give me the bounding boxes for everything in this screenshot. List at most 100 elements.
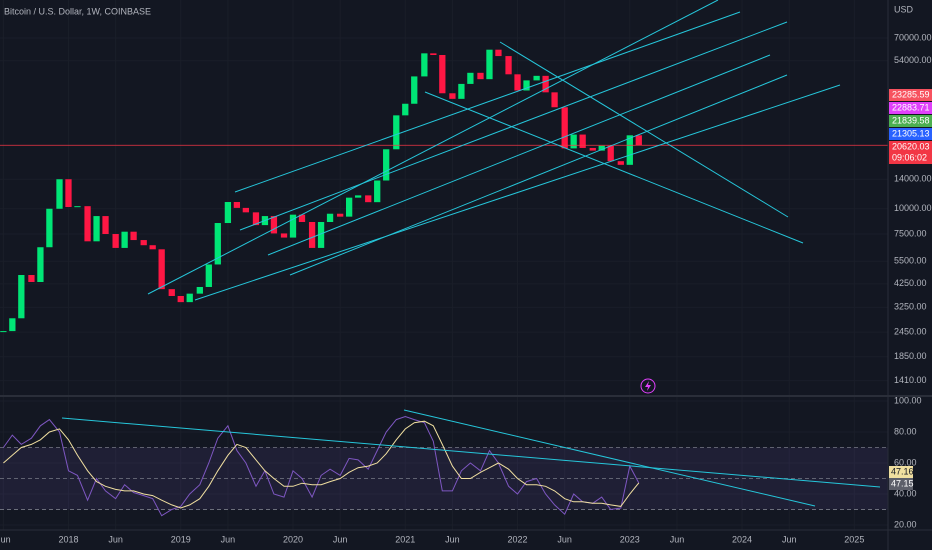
value-tag bbox=[889, 478, 913, 490]
x-tick-label: 2019 bbox=[171, 534, 191, 544]
channel-line bbox=[239, 21, 788, 231]
x-tick-label: 2025 bbox=[844, 534, 864, 544]
candle bbox=[523, 80, 530, 91]
alert-icon[interactable] bbox=[645, 381, 651, 391]
rsi-trend-line bbox=[61, 417, 881, 488]
candle bbox=[270, 216, 278, 234]
x-tick-label: 2020 bbox=[283, 534, 303, 544]
candle bbox=[9, 318, 16, 332]
candle bbox=[551, 92, 558, 108]
chart-title: Bitcoin / U.S. Dollar, 1W, COINBASE bbox=[4, 6, 151, 16]
y-tick-label: 70000.00 bbox=[894, 32, 932, 42]
y-tick-label: 4250.00 bbox=[894, 278, 927, 288]
candle bbox=[242, 207, 249, 213]
y-tick-label: 10000.00 bbox=[894, 203, 932, 213]
candle bbox=[84, 206, 91, 242]
candle bbox=[533, 75, 540, 81]
x-tick-label: 2021 bbox=[395, 534, 415, 544]
y-tick-label: 1410.00 bbox=[894, 375, 927, 385]
x-tick-label: Jun bbox=[782, 534, 797, 544]
currency: USD bbox=[894, 4, 914, 14]
candle bbox=[177, 295, 184, 303]
countdown: 09:06:02 bbox=[892, 152, 927, 162]
price-tag-label: 23285.59 bbox=[892, 89, 930, 99]
trend-line bbox=[424, 91, 804, 244]
candle bbox=[74, 206, 81, 208]
candle bbox=[205, 264, 212, 287]
candle bbox=[354, 195, 362, 198]
candle bbox=[121, 231, 128, 248]
y-tick-label: 40.00 bbox=[894, 488, 917, 498]
y-tick-label: 20.00 bbox=[894, 519, 917, 529]
candle bbox=[345, 197, 353, 217]
candle bbox=[224, 202, 232, 224]
trendlines bbox=[61, 0, 881, 507]
alert-icon[interactable] bbox=[640, 378, 656, 394]
price-tag-label: 21839.58 bbox=[892, 115, 930, 125]
rsi-line bbox=[2, 415, 640, 517]
candle bbox=[233, 202, 241, 208]
candle bbox=[65, 179, 72, 208]
value-tag bbox=[889, 466, 913, 478]
trend-line bbox=[499, 41, 789, 218]
candle bbox=[196, 286, 203, 294]
candle bbox=[317, 221, 325, 248]
price-tag-label: 20620.03 bbox=[892, 141, 930, 151]
candle bbox=[337, 213, 344, 217]
x-tick-label: 2022 bbox=[508, 534, 528, 544]
candle bbox=[570, 134, 577, 149]
rsi-trend-line bbox=[403, 409, 816, 507]
candle bbox=[635, 135, 642, 146]
candle bbox=[158, 249, 165, 290]
x-tick-label: Jun bbox=[670, 534, 685, 544]
y-tick-label: 80.00 bbox=[894, 426, 917, 436]
candle bbox=[383, 149, 390, 181]
candle bbox=[93, 216, 100, 242]
candle bbox=[0, 331, 7, 333]
candle bbox=[28, 275, 35, 282]
price-tag bbox=[889, 128, 932, 140]
channel-line bbox=[267, 54, 771, 256]
candle bbox=[421, 53, 428, 77]
candle bbox=[308, 221, 316, 248]
value-tag-label: 47.16 bbox=[891, 466, 914, 476]
candle bbox=[589, 147, 596, 151]
candle bbox=[326, 213, 334, 222]
candle bbox=[46, 208, 53, 248]
x-tick-label: 2023 bbox=[620, 534, 640, 544]
candle bbox=[168, 289, 175, 296]
candle bbox=[430, 53, 437, 55]
rsi-line bbox=[3, 420, 640, 509]
y-tick-label: 60.00 bbox=[894, 457, 917, 467]
candle bbox=[186, 293, 193, 303]
candle bbox=[495, 49, 502, 57]
candle bbox=[280, 233, 288, 238]
price-tag-label: 21305.13 bbox=[892, 128, 930, 138]
price-tag-label: 22883.71 bbox=[892, 102, 930, 112]
candle bbox=[579, 134, 586, 148]
channel-line bbox=[289, 74, 788, 276]
y-tick-label: 7500.00 bbox=[894, 228, 927, 238]
price-tag bbox=[889, 141, 932, 164]
y-tick-label: 54000.00 bbox=[894, 55, 932, 65]
candle bbox=[37, 247, 44, 282]
candle bbox=[411, 76, 418, 104]
x-tick-label: Jun bbox=[445, 534, 460, 544]
price-tag bbox=[889, 89, 932, 101]
x-tick-label: Jun bbox=[221, 534, 236, 544]
candle bbox=[112, 234, 119, 248]
candle bbox=[102, 216, 109, 235]
candle bbox=[298, 214, 306, 222]
candle bbox=[607, 145, 614, 162]
candle bbox=[289, 214, 297, 238]
channel-line bbox=[194, 84, 841, 301]
candle bbox=[626, 135, 633, 165]
value-tag-label: 47.15 bbox=[891, 478, 914, 488]
x-tick-label: Jun bbox=[0, 534, 11, 544]
channel-line bbox=[234, 11, 741, 193]
candle bbox=[365, 195, 372, 203]
candle bbox=[439, 54, 446, 94]
candle bbox=[542, 75, 549, 93]
